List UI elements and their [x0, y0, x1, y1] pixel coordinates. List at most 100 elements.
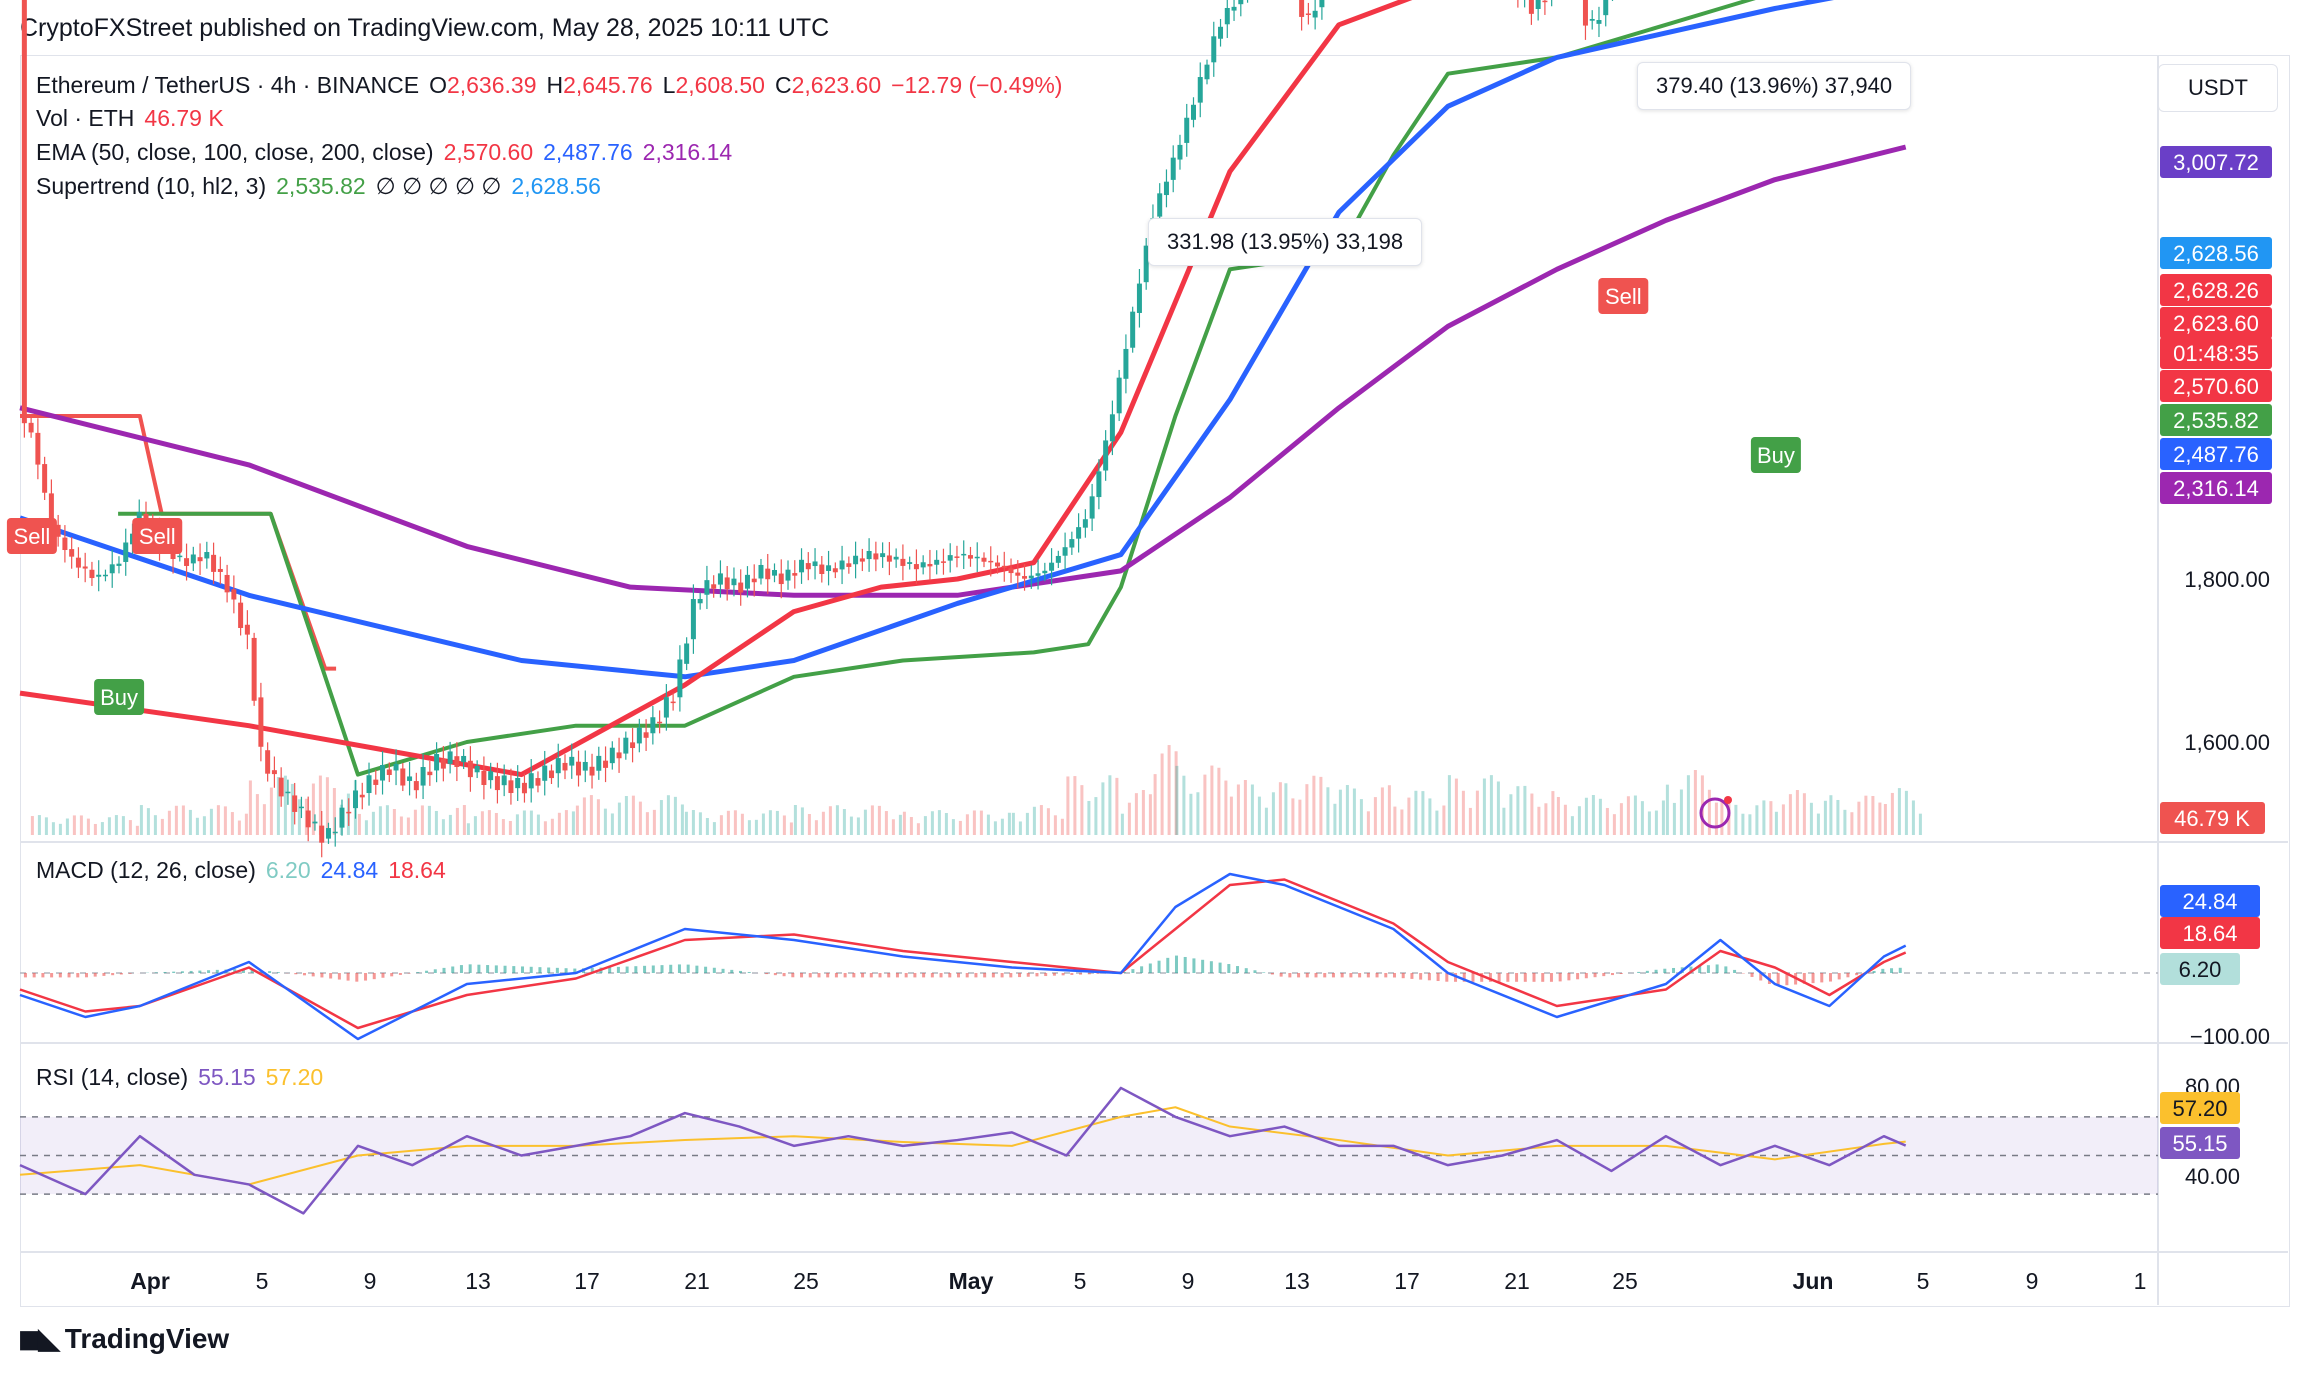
candle-body [461, 755, 467, 763]
volume-bar [898, 814, 902, 835]
macd-histogram-bar [1079, 973, 1083, 975]
candle-body [278, 777, 284, 797]
candle-body [684, 643, 690, 664]
macd-histogram-bar [1733, 969, 1737, 973]
tradingview-logo[interactable]: ◼◣ TradingView [18, 1322, 229, 1355]
volume-bar [923, 816, 927, 835]
volume-bar [1714, 802, 1718, 835]
candle-body [102, 574, 108, 577]
volume-bar [617, 802, 621, 835]
candle-body [670, 701, 676, 704]
price-unit-button[interactable]: USDT [2158, 64, 2278, 112]
price-badge-bg [2160, 472, 2272, 504]
macd-histogram-bar [773, 973, 777, 976]
macd-histogram-bar [1523, 973, 1527, 982]
candle-body [177, 555, 183, 558]
candle-body [744, 574, 750, 589]
candle-body [494, 776, 500, 791]
macd-histogram-bar [747, 971, 751, 973]
candle-body [1299, 0, 1305, 17]
candle-body [211, 554, 217, 572]
candle-body [508, 780, 514, 794]
macd-histogram-bar [241, 968, 245, 973]
volume-bar [181, 805, 185, 835]
candle-body [1130, 311, 1136, 348]
candle-body [799, 559, 805, 573]
legend-ema100: 2,487.76 [543, 139, 633, 165]
candle-body [184, 558, 190, 566]
macd-histogram-bar [1166, 957, 1170, 973]
candle-body [636, 727, 642, 744]
volume-bar [93, 823, 97, 835]
candle-body [785, 569, 791, 581]
macd-histogram-bar [913, 973, 917, 978]
volume-bar [1570, 816, 1574, 835]
macd-histogram-bar [372, 973, 376, 980]
macd-histogram-bar [730, 969, 734, 973]
macd-histogram-bar [887, 973, 891, 978]
macd-histogram-bar [486, 965, 490, 973]
volume-bar [1400, 809, 1404, 835]
macd-badge-label: 24.84 [2182, 889, 2237, 914]
volume-bar [1911, 800, 1915, 835]
candle-body [1096, 471, 1102, 498]
macd-histogram-bar [1593, 973, 1597, 978]
volume-bar [1312, 775, 1316, 835]
macd-histogram-bar [1087, 973, 1091, 975]
candle-body [393, 763, 399, 771]
volume-bar [1217, 767, 1221, 835]
candle-body [711, 584, 717, 589]
volume-bar [1461, 790, 1465, 835]
volume-bar [1174, 751, 1178, 835]
macd-histogram-bar [276, 972, 280, 973]
candle-body [251, 637, 257, 701]
legend-low: 2,608.50 [675, 72, 765, 98]
macd-histogram-bar [1148, 963, 1152, 973]
volume-bar [1250, 784, 1254, 835]
candle-body [650, 717, 656, 734]
candle-body [1603, 0, 1609, 16]
volume-bar [1544, 803, 1548, 835]
macd-histogram-bar [268, 971, 272, 973]
candle-body [1528, 0, 1534, 14]
candle-body [407, 776, 413, 781]
volume-bar [1904, 790, 1908, 835]
volume-bar [1333, 803, 1337, 835]
macd-histogram-bar [547, 967, 551, 973]
rsi-line [19, 1086, 1907, 1215]
macd-histogram-bar [1410, 973, 1414, 979]
signal-badge [1598, 278, 1649, 314]
volume-bar [1626, 796, 1630, 835]
volume-bar [487, 810, 491, 835]
macd-histogram-bar [1515, 973, 1519, 982]
volume-bar [1741, 813, 1745, 835]
macd-histogram-bar [625, 966, 629, 973]
macd-histogram-bar [1698, 965, 1702, 973]
macd-histogram-bar [1000, 973, 1004, 978]
volume-bar [128, 820, 132, 835]
macd-histogram-bar [1262, 972, 1266, 973]
candle-body [934, 559, 940, 565]
volume-bar [1080, 785, 1084, 835]
signal-sell: Sell [6, 518, 57, 554]
volume-bar [1032, 806, 1036, 835]
candle-body [89, 569, 95, 579]
candle-body [846, 563, 852, 567]
candle-body [292, 795, 298, 812]
macd-histogram-bar [1419, 973, 1423, 980]
macd-histogram-bar [1750, 973, 1754, 977]
volume-bar [1421, 791, 1425, 835]
macd-histogram-bar [364, 973, 368, 981]
volume-bar [1661, 800, 1665, 835]
candle-body [1123, 348, 1129, 379]
signal-label: Buy [100, 685, 138, 710]
macd-badge-bg [2160, 917, 2260, 949]
macd-histogram-bar [1314, 973, 1318, 978]
volume-bar [1489, 775, 1493, 835]
volume-bar [51, 822, 55, 835]
price-badge-bg [2160, 146, 2272, 178]
volume-bar [1319, 776, 1323, 835]
volume-bar [1556, 796, 1560, 835]
macd-histogram-bar [1802, 973, 1806, 984]
